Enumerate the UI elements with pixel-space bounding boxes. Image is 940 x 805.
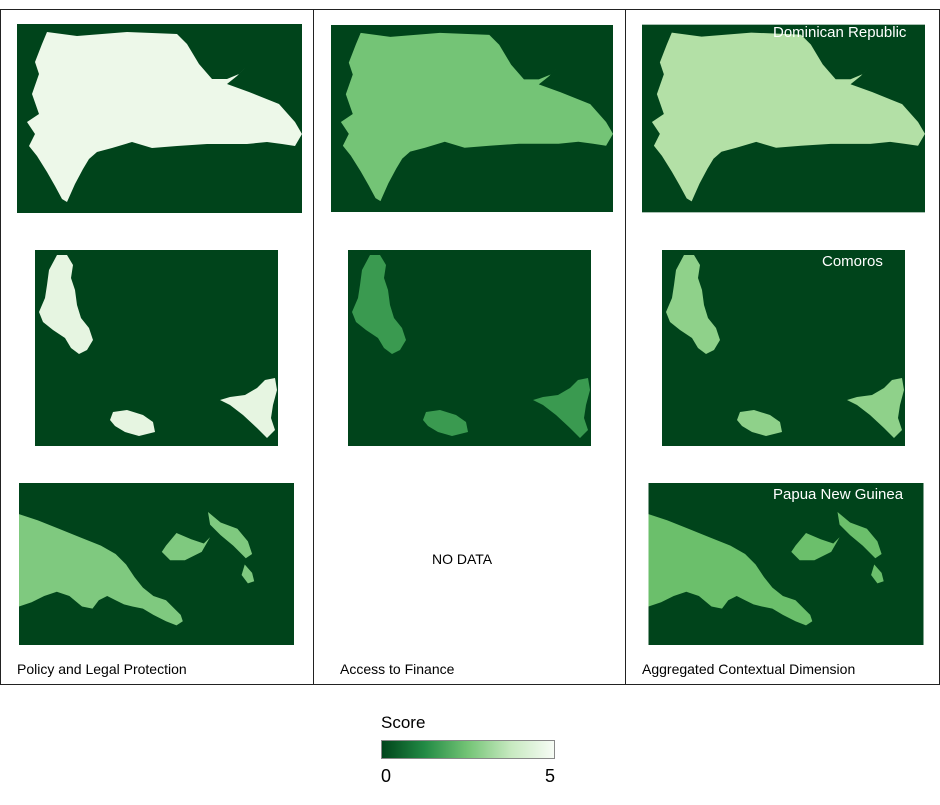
panel-aggregated: Dominican Republic Comoros Papua New Gui… [625, 9, 940, 685]
panel-title: Aggregated Contextual Dimension [642, 661, 856, 677]
country-label: Dominican Republic [773, 24, 907, 41]
map-comoros [662, 250, 905, 446]
map-comoros [348, 250, 591, 446]
map-dominican-republic [642, 24, 925, 213]
country-label: Papua New Guinea [773, 486, 904, 503]
panel-title: Policy and Legal Protection [17, 661, 187, 677]
map-comoros [35, 250, 278, 446]
legend-color-bar [381, 740, 555, 759]
panel-policy-legal: Policy and Legal Protection [0, 9, 314, 685]
map-dominican-republic [17, 24, 302, 213]
panel-access-finance: NO DATA Access to Finance [313, 9, 626, 685]
legend-min-label: 0 [381, 766, 392, 786]
country-label: Comoros [822, 253, 883, 270]
no-data-label: NO DATA [432, 551, 493, 567]
panel-title: Access to Finance [340, 661, 455, 677]
map-papua-new-guinea [19, 483, 294, 645]
map-dominican-republic [331, 24, 613, 213]
map-papua-new-guinea [648, 483, 924, 645]
legend-max-label: 5 [545, 766, 556, 786]
legend-title: Score [381, 713, 426, 732]
